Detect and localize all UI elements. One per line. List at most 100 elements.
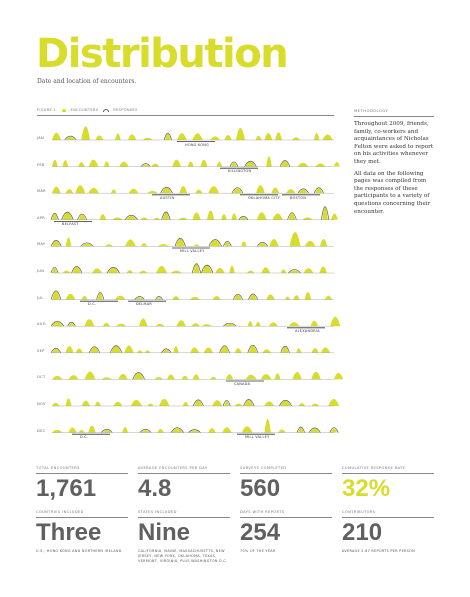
encounter-peak — [187, 161, 194, 167]
encounter-peak — [272, 213, 283, 220]
response-peak — [238, 216, 249, 220]
encounter-peak — [88, 159, 99, 167]
encounter-peak — [65, 237, 72, 247]
encounter-peak — [139, 318, 148, 327]
encounter-peak — [112, 217, 124, 220]
methodology-paragraph-1: Throughout 2009, friends, family, co-wor… — [354, 121, 434, 165]
response-peak — [109, 345, 123, 353]
encounter-peak — [139, 270, 148, 273]
response-peak — [191, 263, 201, 274]
response-peak — [161, 348, 172, 353]
encounter-peak — [52, 290, 61, 300]
encounter-peak — [315, 163, 326, 167]
encounter-peak — [200, 159, 208, 167]
encounter-peak — [151, 163, 160, 167]
stat-average-encounters: AVERAGE ENCOUNTERS PER DAY 4.8 — [138, 466, 230, 504]
encounter-peak — [111, 189, 117, 194]
encounter-peak — [52, 159, 58, 167]
response-peak — [64, 135, 77, 141]
encounter-peak — [298, 189, 308, 194]
stat-contributors: CONTRIBUTORS 210 AVERAGE 2.67 REPORTS PE… — [342, 510, 434, 554]
encounter-peak — [102, 322, 110, 327]
response-peak — [101, 428, 113, 433]
encounter-peak — [125, 239, 136, 247]
encounter-peak — [128, 188, 139, 194]
response-peak — [244, 160, 257, 167]
encounter-peak — [266, 294, 275, 300]
encounter-peak — [130, 399, 142, 406]
month-label: DEC — [37, 428, 46, 433]
encounter-peak — [147, 403, 154, 406]
encounter-peak — [264, 401, 275, 406]
encounter-peak — [172, 159, 181, 167]
month-label: JUN — [37, 269, 45, 273]
encounter-peak — [166, 374, 175, 380]
encounter-peak — [210, 376, 217, 380]
place-label: CANADA — [234, 382, 251, 386]
encounter-peak — [52, 348, 60, 353]
encounter-peak — [281, 160, 289, 167]
encounter-peak — [190, 296, 200, 300]
response-peak — [174, 238, 186, 247]
encounter-peak — [324, 295, 332, 300]
encounter-peak — [241, 426, 253, 433]
stat-heading: CONTRIBUTORS — [342, 510, 434, 518]
encounter-peak — [176, 320, 186, 327]
encounter-peak — [162, 212, 170, 220]
encounter-peak — [202, 265, 212, 273]
encounter-peak — [333, 372, 344, 380]
encounter-peak — [224, 241, 231, 247]
response-peak — [329, 427, 339, 433]
encounter-peak — [203, 347, 213, 353]
encounter-peak — [182, 402, 189, 406]
encounter-peak — [247, 270, 255, 273]
encounter-peak — [52, 375, 63, 380]
methodology-paragraph-2: All data on the following pages was comp… — [354, 170, 431, 215]
month-label: AUG — [37, 322, 46, 327]
encounter-peak — [292, 371, 302, 380]
encounter-peak — [52, 213, 58, 220]
encounter-peak — [97, 292, 103, 300]
month-label: FEB — [37, 162, 45, 167]
encounter-peak — [268, 322, 278, 327]
encounter-peak — [230, 162, 237, 167]
encounter-peak — [256, 212, 267, 220]
encounter-peak — [322, 134, 333, 140]
encounter-peak — [65, 398, 72, 406]
encounter-peak — [113, 401, 123, 406]
month-label: NOV — [37, 402, 46, 406]
response-peak — [67, 321, 76, 327]
encounter-peak — [126, 270, 134, 273]
encounter-peak — [192, 133, 203, 140]
encounter-peak — [256, 185, 265, 194]
encounter-peak — [177, 133, 187, 140]
response-peak — [231, 187, 244, 194]
stat-note: 70% OF THE YEAR — [240, 549, 276, 553]
encounter-peak — [52, 429, 63, 433]
encounter-peak — [81, 126, 90, 140]
place-label: DELMAR — [136, 302, 153, 307]
stat-heading: DAYS WITH REPORTS — [240, 510, 332, 518]
encounter-peak — [52, 132, 61, 140]
response-peak — [50, 212, 59, 220]
encounter-peak — [72, 266, 81, 273]
encounter-peak — [271, 187, 280, 194]
encounter-peak — [330, 213, 338, 220]
encounter-peak — [216, 161, 222, 167]
response-peak — [223, 322, 237, 327]
encounter-peak — [181, 375, 189, 380]
encounter-peak — [156, 266, 167, 273]
encounter-peak — [165, 133, 171, 140]
response-peak — [139, 428, 152, 433]
response-peak — [161, 211, 171, 220]
month-label: APR — [37, 215, 46, 220]
encounter-peak — [173, 346, 179, 353]
stat-heading: COUNTRIES INCLUDED — [36, 510, 128, 518]
encounter-peak — [119, 161, 129, 167]
encounter-peak — [52, 186, 61, 194]
stat-heading: STATES INCLUDED — [138, 510, 230, 518]
encounter-peak — [212, 295, 221, 300]
figure-label: FIGURE 1. — [37, 108, 58, 112]
